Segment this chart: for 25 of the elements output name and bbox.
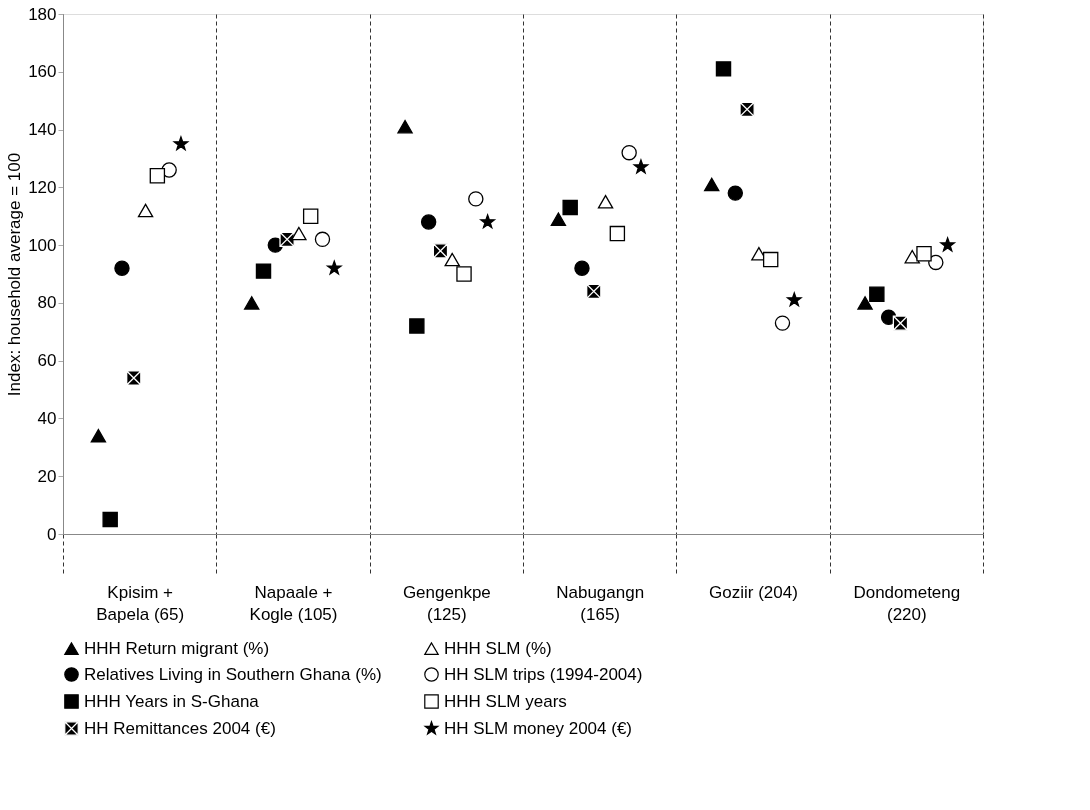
x-tick-label: Goziir (204) <box>709 582 798 602</box>
legend-label: HHH SLM (%) <box>444 638 552 658</box>
x-tick-label: Nabugangn (165) <box>556 582 645 624</box>
x-tick-label: Kpisim + Bapela (65) <box>96 582 185 624</box>
y-tick-label: 20 <box>37 466 57 486</box>
legend-label: HH SLM money 2004 (€) <box>444 718 633 738</box>
y-tick-label: 100 <box>28 235 57 255</box>
x-tick-label: Gengenkpe (125) <box>402 582 491 624</box>
y-tick-label: 120 <box>28 177 57 197</box>
legend-label: HH SLM trips (1994-2004) <box>444 664 643 684</box>
y-tick-label: 60 <box>37 351 57 371</box>
legend-label: Relatives Living in Southern Ghana (%) <box>84 664 382 684</box>
y-tick-label: 140 <box>28 120 57 140</box>
y-tick-label: 0 <box>47 524 57 544</box>
y-axis-title: Index: household average = 100 <box>5 152 25 397</box>
y-tick-label: 80 <box>37 293 57 313</box>
x-tick-label: Napaale + Kogle (105) <box>249 582 338 624</box>
legend-label: HH Remittances 2004 (€) <box>84 718 276 738</box>
y-tick-label: 160 <box>28 62 57 82</box>
legend-label: HHH Return migrant (%) <box>84 638 270 658</box>
x-tick-label: Dondometeng (220) <box>853 582 961 624</box>
legend-label: HHH Years in S-Ghana <box>84 691 260 711</box>
y-tick-label: 40 <box>37 408 57 428</box>
y-tick-label: 180 <box>28 4 57 24</box>
legend-label: HHH SLM years <box>444 691 567 711</box>
